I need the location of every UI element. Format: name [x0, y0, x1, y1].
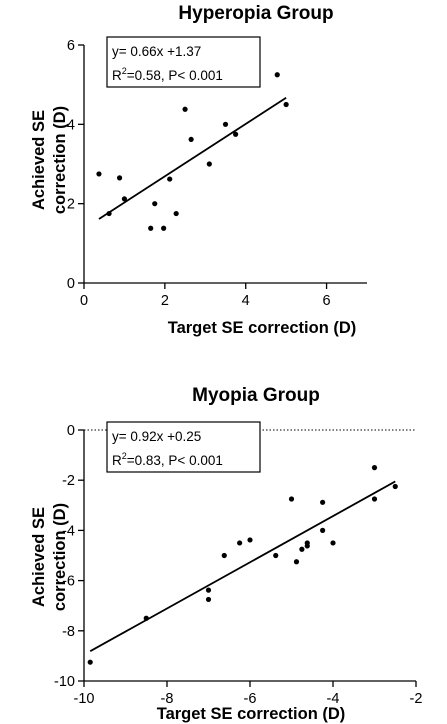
- x-tick-label: -8: [161, 691, 174, 707]
- myopia-panel: Myopia Group Achieved SE correction (D) …: [30, 385, 422, 723]
- x-tick-label: -4: [327, 691, 340, 707]
- x-ticks: -10 -8 -6 -4 -2: [74, 681, 423, 707]
- data-point: [392, 483, 398, 490]
- data-point: [299, 546, 305, 552]
- data-point: [188, 136, 194, 143]
- y-tick-label: -2: [62, 473, 75, 489]
- equation-text: y= 0.66x +1.37: [112, 44, 201, 59]
- x-axis-title: Target SE correction (D): [157, 705, 346, 723]
- fit-line-group: [98, 97, 287, 220]
- data-point: [371, 496, 378, 502]
- data-point: [121, 196, 128, 202]
- hyperopia-panel: Hyperopia Group Achieved SE correction (…: [30, 3, 367, 337]
- data-point: [182, 106, 188, 112]
- x-tick-label: -6: [244, 691, 257, 707]
- regression-annotation: y= 0.66x +1.37 R2=0.58, P< 0.001: [106, 36, 261, 88]
- r-squared-value: =0.58, P< 0.001: [127, 68, 223, 83]
- y-tick-label: 0: [67, 276, 75, 292]
- x-tick-label: 0: [80, 293, 88, 309]
- y-ticks: -10 -8 -6 -4 -2 0: [54, 423, 84, 690]
- x-tick-label: 4: [242, 293, 250, 309]
- y-tick-label: -10: [54, 674, 75, 690]
- data-point: [320, 527, 326, 534]
- data-point: [221, 552, 227, 559]
- x-tick-label: 6: [323, 293, 331, 309]
- x-tick-label: 2: [161, 293, 169, 309]
- fit-line-group: [89, 480, 396, 652]
- r-label: R: [112, 453, 122, 468]
- data-point: [320, 499, 326, 505]
- data-points: [96, 72, 289, 231]
- r-superscript: 2: [122, 66, 127, 76]
- y-tick-label: 0: [67, 423, 75, 439]
- r-label: R: [112, 68, 122, 83]
- data-point: [173, 210, 179, 217]
- data-point: [116, 175, 123, 181]
- y-tick-label: 2: [67, 197, 75, 213]
- data-point: [205, 587, 212, 593]
- regression-line: [98, 97, 287, 220]
- y-tick-label: -8: [62, 624, 75, 640]
- y-ticks: 0 2 4 6: [67, 38, 84, 292]
- r-squared-text: R2=0.58, P< 0.001: [112, 66, 223, 83]
- data-point: [87, 659, 93, 665]
- data-point: [304, 543, 310, 549]
- data-point: [293, 559, 300, 565]
- y-axis-title-line2: correction (D): [51, 503, 69, 611]
- data-point: [371, 465, 378, 471]
- data-point: [205, 596, 212, 603]
- x-ticks: 0 2 4 6: [80, 283, 331, 309]
- y-tick-label: 4: [67, 117, 75, 133]
- data-point: [161, 225, 167, 231]
- data-point: [273, 552, 279, 559]
- y-axis-title: Achieved SE correction (D): [30, 106, 69, 214]
- data-point: [206, 161, 212, 167]
- data-point: [283, 101, 289, 108]
- r-squared-text: R2=0.83, P< 0.001: [112, 451, 223, 468]
- data-point: [237, 540, 243, 546]
- y-axis-title-line1: Achieved SE: [30, 110, 48, 210]
- data-point: [148, 225, 154, 231]
- y-axis-title: Achieved SE correction (D): [30, 503, 69, 611]
- regression-line: [89, 480, 396, 652]
- data-point: [288, 496, 295, 502]
- y-tick-label: 6: [67, 38, 75, 54]
- chart-title: Myopia Group: [192, 385, 320, 406]
- y-tick-label: -4: [62, 523, 75, 539]
- x-tick-label: -10: [74, 691, 95, 707]
- equation-text: y= 0.92x +0.25: [112, 429, 201, 444]
- data-point: [233, 131, 239, 137]
- data-point: [96, 171, 102, 177]
- y-axis-title-line2: correction (D): [51, 106, 69, 214]
- data-point: [247, 537, 253, 543]
- data-point: [152, 201, 158, 207]
- annotation-box: [106, 421, 261, 473]
- data-points: [87, 465, 398, 665]
- data-point: [143, 615, 149, 621]
- r-squared-value: =0.83, P< 0.001: [127, 453, 223, 468]
- regression-annotation: y= 0.92x +0.25 R2=0.83, P< 0.001: [106, 421, 261, 473]
- y-axis-title-line1: Achieved SE: [30, 507, 48, 607]
- x-tick-label: -2: [410, 691, 423, 707]
- x-axis-title: Target SE correction (D): [168, 319, 357, 337]
- data-point: [330, 540, 336, 546]
- data-point: [222, 121, 229, 127]
- chart-title: Hyperopia Group: [178, 3, 333, 24]
- annotation-box: [106, 36, 261, 88]
- r-superscript: 2: [122, 451, 127, 461]
- data-point: [274, 72, 280, 78]
- data-point: [106, 210, 112, 217]
- data-point: [167, 176, 173, 182]
- y-tick-label: -6: [62, 574, 75, 590]
